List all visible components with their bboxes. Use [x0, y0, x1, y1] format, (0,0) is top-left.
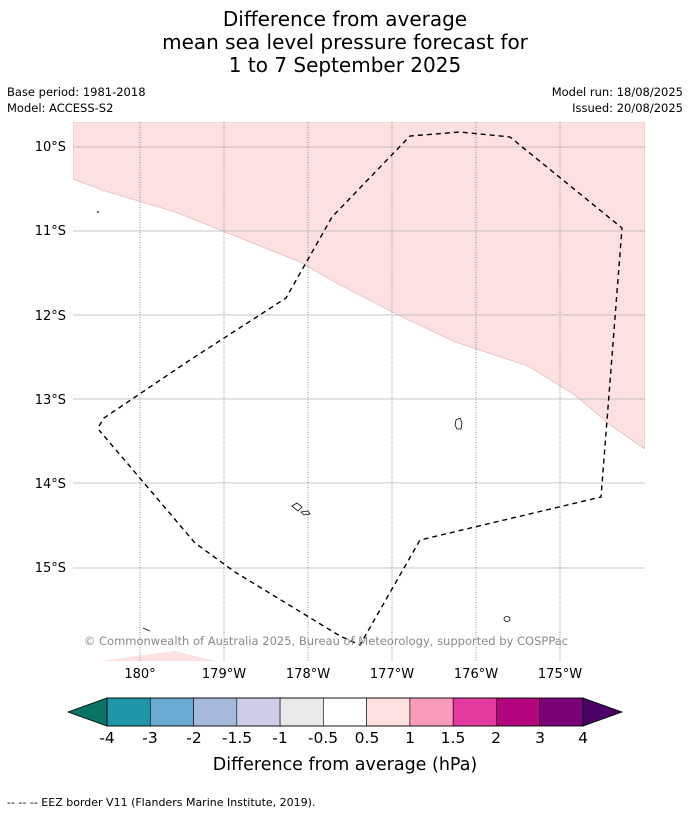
colorbar-segment — [409, 697, 454, 727]
colorbar-tick: 1.5 — [441, 729, 466, 747]
island-central — [291, 502, 303, 512]
colorbar-segment — [452, 697, 497, 727]
island-east — [503, 616, 511, 622]
colorbar-segment — [106, 697, 151, 727]
colorbar-tick: -1.5 — [222, 729, 252, 747]
colorbar-extend-high — [582, 697, 624, 727]
colorbar-tick: -3 — [142, 729, 157, 747]
map-area: © Commonwealth of Australia 2025, Bureau… — [73, 122, 645, 661]
title-line-1: Difference from average — [222, 7, 468, 31]
colorbar-extend-low — [66, 697, 108, 727]
colorbar-tick: -1 — [272, 729, 287, 747]
island-west — [142, 627, 151, 632]
islands — [142, 417, 511, 632]
base-period: Base period: 1981-2018 — [7, 85, 146, 99]
colorbar-segment — [323, 697, 367, 727]
colorbar-segment — [366, 697, 411, 727]
issued-date: Issued: 20/08/2025 — [572, 101, 683, 115]
colorbar-tick: -0.5 — [308, 729, 338, 747]
longitude-labels: 180° 179°W 178°W 177°W 176°W 175°W — [124, 667, 582, 682]
title-line-2: mean sea level pressure forecast for — [162, 30, 528, 54]
colorbar-segment — [539, 697, 584, 727]
colorbar-tick: -2 — [186, 729, 201, 747]
colorbar-segment — [193, 697, 238, 727]
anomaly-region — [73, 122, 645, 450]
islet-northwest — [97, 211, 99, 213]
colorbar-segment — [149, 697, 194, 727]
lat-label: 14°S — [35, 477, 66, 492]
meta-left: Base period: 1981-2018 Model: ACCESS-S2 — [7, 84, 146, 116]
colorbar-tick: -4 — [99, 729, 114, 747]
lat-label: 15°S — [35, 561, 66, 576]
lon-label: 175°W — [538, 667, 582, 682]
colorbar-segment — [279, 697, 324, 727]
colorbar-title: Difference from average (hPa) — [213, 755, 478, 775]
eez-border — [98, 131, 623, 646]
lat-label: 11°S — [35, 224, 66, 239]
lon-label: 176°W — [454, 667, 498, 682]
colorbar-segment — [236, 697, 281, 727]
lon-label: 177°W — [370, 667, 414, 682]
colorbar-segment — [496, 697, 541, 727]
anomaly-region-south — [100, 651, 215, 661]
lon-label: 179°W — [202, 667, 246, 682]
colorbar-tick: 4 — [578, 729, 588, 747]
map-title: Difference from average mean sea level p… — [0, 8, 690, 77]
title-line-3: 1 to 7 September 2025 — [228, 53, 462, 77]
island-central-2 — [300, 510, 311, 516]
model-run: Model run: 18/08/2025 — [551, 85, 683, 99]
model-name: Model: ACCESS-S2 — [7, 101, 114, 115]
colorbar-segments — [106, 697, 584, 727]
lat-label: 12°S — [35, 309, 66, 324]
island-north — [454, 417, 463, 430]
lon-label: 180° — [124, 667, 155, 682]
colorbar-tick: 3 — [535, 729, 545, 747]
lat-label: 10°S — [35, 140, 66, 155]
copyright-notice: © Commonwealth of Australia 2025, Bureau… — [84, 634, 568, 648]
colorbar-tick: 1 — [405, 729, 415, 747]
colorbar — [66, 697, 624, 727]
colorbar-tick: 0.5 — [355, 729, 380, 747]
lon-label: 178°W — [286, 667, 330, 682]
lat-label: 13°S — [35, 393, 66, 408]
eez-legend-note: -- -- -- EEZ border V11 (Flanders Marine… — [7, 796, 316, 809]
colorbar-tick: 2 — [491, 729, 501, 747]
latitude-labels: 10°S 11°S 12°S 13°S 14°S 15°S — [35, 140, 66, 576]
colorbar-ticks: -4 -3 -2 -1.5 -1 -0.5 0.5 1 1.5 2 3 4 — [99, 729, 588, 747]
meta-right: Model run: 18/08/2025 Issued: 20/08/2025 — [552, 84, 683, 116]
latitude-gridlines — [73, 146, 645, 569]
